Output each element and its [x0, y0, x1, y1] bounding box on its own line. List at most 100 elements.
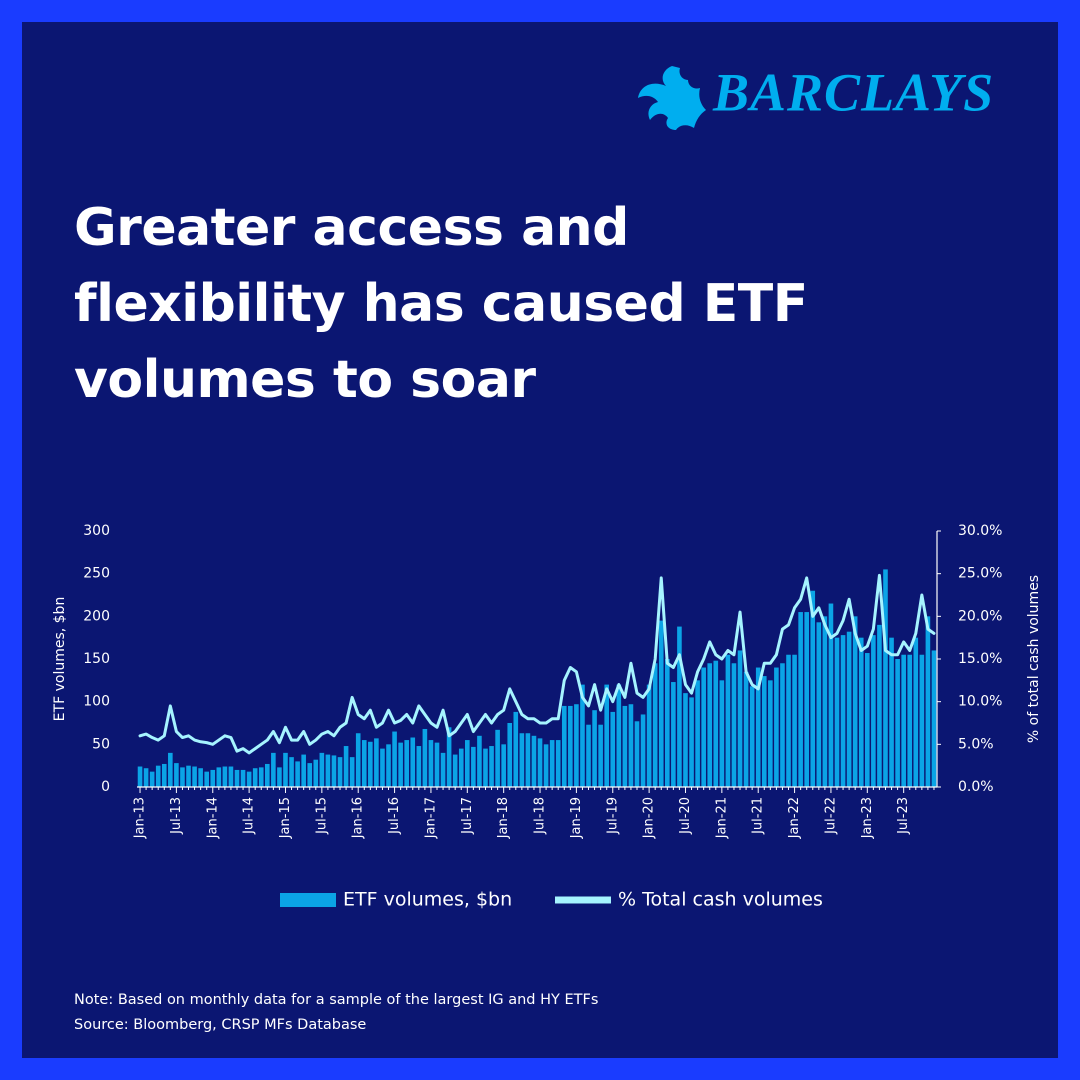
bar	[149, 771, 155, 787]
bar	[580, 684, 585, 787]
bar	[295, 761, 300, 787]
bar	[137, 766, 143, 787]
bar	[913, 637, 919, 787]
bar	[349, 757, 355, 787]
bar	[871, 635, 876, 787]
bar	[846, 631, 852, 787]
eagle-icon	[638, 66, 706, 130]
bar	[810, 590, 816, 787]
bar	[707, 663, 713, 787]
x-tick-label: Jan-17	[423, 797, 438, 839]
y-tick-label: 0	[101, 779, 110, 795]
x-tick-label: Jan-13	[133, 797, 148, 839]
bar	[155, 765, 161, 787]
bar	[677, 626, 682, 787]
bar	[683, 693, 688, 787]
bar	[513, 711, 519, 787]
bar	[822, 616, 828, 787]
bar	[240, 769, 246, 787]
bar	[374, 738, 379, 787]
legend-swatch	[280, 893, 336, 907]
x-tick-label: Jul-23	[896, 797, 911, 835]
bar	[283, 752, 288, 787]
bar	[761, 676, 767, 787]
bar	[440, 752, 446, 787]
bar	[792, 654, 797, 787]
bar	[271, 752, 276, 787]
bar	[543, 744, 549, 787]
bar	[204, 771, 209, 787]
x-tick-label: Jul-22	[823, 797, 838, 835]
y-tick-label: 300	[83, 523, 110, 539]
x-tick-label: Jul-21	[751, 797, 766, 835]
bar	[404, 740, 409, 787]
bar	[416, 746, 422, 787]
bar	[386, 744, 391, 787]
brand-name: BARCLAYS	[712, 62, 994, 122]
bar	[925, 616, 931, 787]
headline: Greater access and flexibility has cause…	[74, 198, 808, 410]
y2-tick-label: 10.0%	[958, 694, 1002, 710]
y-tick-label: 250	[83, 566, 110, 582]
bar	[852, 616, 858, 787]
y-axis-label: ETF volumes, $bn	[52, 597, 68, 722]
bar	[337, 757, 343, 787]
bar	[192, 766, 197, 787]
bar	[361, 740, 367, 787]
y2-tick-label: 5.0%	[958, 736, 994, 752]
bar	[501, 744, 506, 787]
background-panel	[22, 22, 1058, 1058]
bar	[568, 705, 573, 787]
x-tick-label: Jul-20	[678, 797, 693, 835]
bar	[907, 654, 913, 787]
x-tick-label: Jul-13	[169, 797, 184, 835]
bar	[671, 682, 676, 787]
bar	[525, 733, 531, 787]
bar	[301, 754, 306, 787]
bar	[234, 769, 240, 787]
bar	[465, 740, 470, 787]
x-tick-label: Jan-20	[642, 797, 657, 839]
x-tick-label: Jan-22	[787, 797, 802, 839]
bar	[210, 769, 216, 787]
bar	[798, 612, 803, 787]
bar	[161, 763, 167, 787]
logo: BARCLAYS	[638, 62, 994, 130]
bar	[561, 705, 567, 787]
bar	[483, 748, 488, 787]
y2-tick-label: 20.0%	[958, 608, 1002, 624]
bar	[652, 663, 658, 787]
bar	[634, 721, 640, 787]
bar	[549, 740, 555, 787]
y2-tick-label: 25.0%	[958, 566, 1002, 582]
bar	[228, 766, 234, 787]
bar	[689, 697, 694, 787]
x-tick-label: Jul-18	[533, 797, 548, 835]
bar	[858, 637, 864, 787]
bar	[889, 637, 894, 787]
bar	[489, 746, 494, 787]
bar	[743, 671, 749, 787]
y-tick-label: 50	[92, 736, 110, 752]
x-tick-label: Jul-14	[242, 797, 257, 835]
bar	[452, 754, 458, 787]
x-tick-label: Jul-15	[314, 797, 329, 835]
bar	[186, 765, 191, 787]
source: Source: Bloomberg, CRSP MFs Database	[74, 1017, 366, 1033]
x-tick-label: Jan-14	[205, 797, 220, 839]
bar	[658, 620, 664, 787]
bar	[901, 654, 906, 787]
bar	[610, 711, 616, 787]
bar	[713, 660, 719, 787]
bar	[258, 767, 264, 787]
bar	[755, 667, 761, 787]
bar	[622, 705, 628, 787]
legend-label: % Total cash volumes	[618, 889, 823, 911]
bar	[368, 741, 373, 787]
bar	[531, 735, 537, 787]
bar	[628, 704, 634, 787]
bar	[398, 742, 403, 787]
bar	[277, 767, 282, 787]
